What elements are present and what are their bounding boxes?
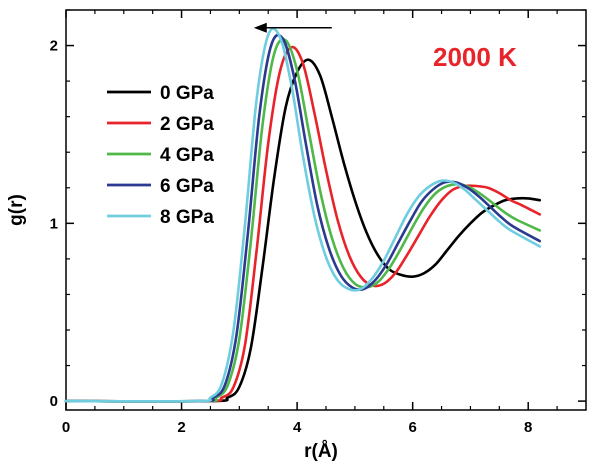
- x-tick-label: 6: [408, 419, 416, 436]
- legend-label: 8 GPa: [160, 207, 214, 228]
- x-tick-label: 2: [177, 419, 185, 436]
- x-tick-label: 4: [293, 419, 302, 436]
- legend-label: 0 GPa: [160, 83, 214, 104]
- y-axis-title: g(r): [6, 194, 27, 226]
- legend-label: 6 GPa: [160, 176, 214, 197]
- series-line-0-gpa: [64, 58, 542, 403]
- legend: 0 GPa 2 GPa 4 GPa 6 GPa 8 GPa: [107, 83, 214, 228]
- series-line-2-gpa: [64, 45, 542, 403]
- series-line-4-gpa: [64, 38, 542, 403]
- series-line-8-gpa: [64, 27, 542, 403]
- x-axis-ticks: 0 2 4 6 8: [62, 10, 558, 436]
- series-lines: [64, 27, 542, 403]
- y-tick-label: 1: [50, 215, 58, 232]
- legend-label: 4 GPa: [160, 145, 214, 166]
- x-axis-title: r(Å): [304, 441, 338, 462]
- temperature-annotation: 2000 K: [433, 42, 517, 72]
- legend-label: 2 GPa: [160, 114, 214, 135]
- x-tick-label: 0: [62, 419, 70, 436]
- y-tick-label: 0: [50, 393, 58, 410]
- y-tick-label: 2: [50, 38, 58, 55]
- x-tick-label: 8: [524, 419, 532, 436]
- shift-arrow: [253, 22, 332, 33]
- series-line-6-gpa: [64, 33, 542, 403]
- arrow-head: [253, 22, 267, 33]
